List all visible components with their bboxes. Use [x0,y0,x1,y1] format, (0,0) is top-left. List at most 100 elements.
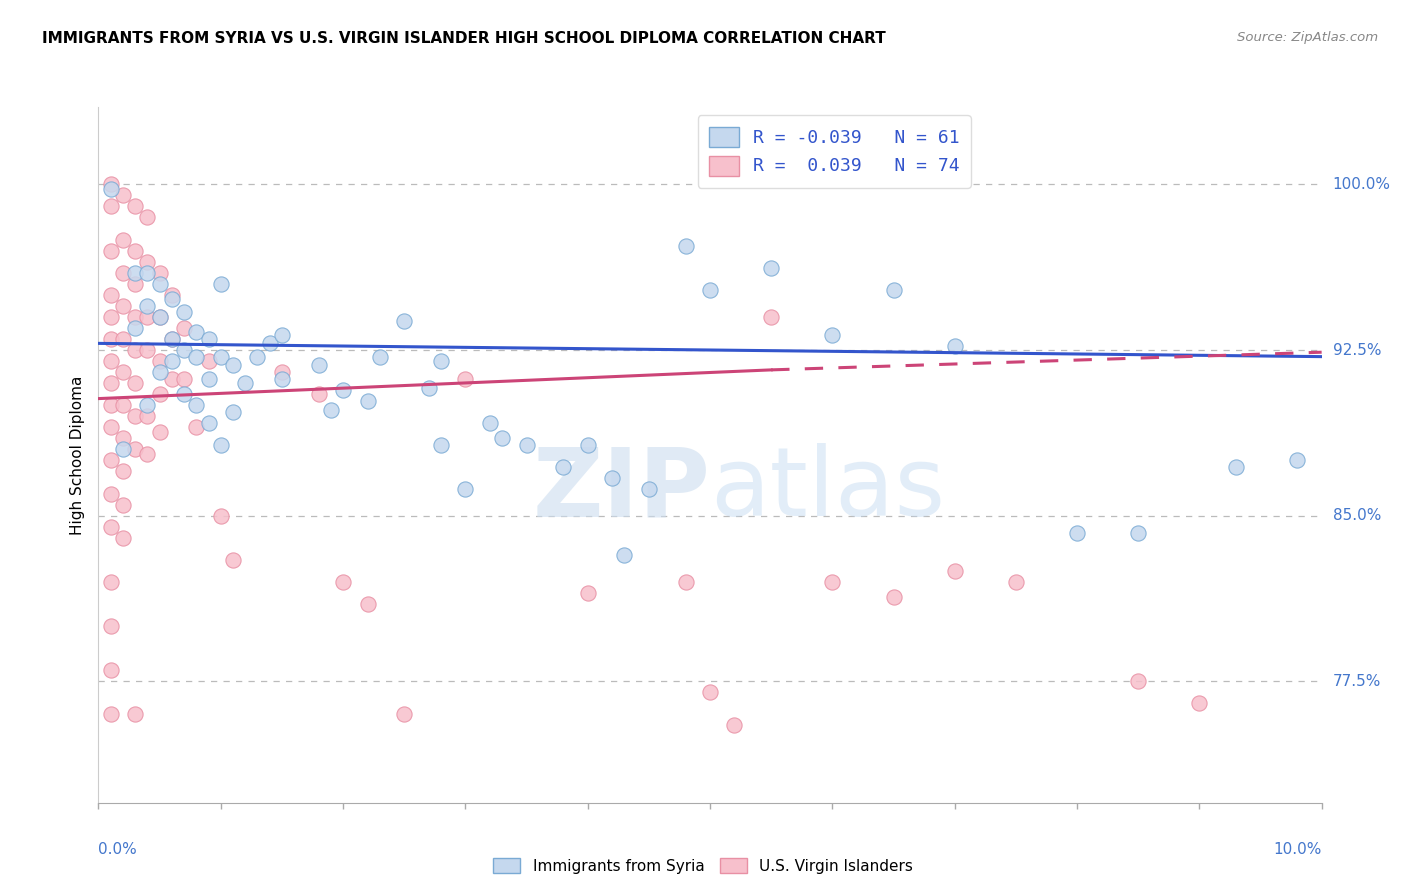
Point [124,376,146,391]
Point [430,438,453,452]
Point [100,310,122,324]
Point [100,287,122,301]
Point [270,372,292,386]
Point [319,402,342,417]
Point [699,685,721,699]
Point [222,553,245,567]
Point [100,663,122,677]
Point [100,199,122,213]
Point [160,292,183,306]
Point [136,299,159,313]
Point [136,310,159,324]
Text: IMMIGRANTS FROM SYRIA VS U.S. VIRGIN ISLANDER HIGH SCHOOL DIPLOMA CORRELATION CH: IMMIGRANTS FROM SYRIA VS U.S. VIRGIN ISL… [42,31,886,46]
Point [136,398,159,412]
Point [675,239,697,253]
Point [100,453,122,467]
Point [699,284,721,298]
Point [454,372,477,386]
Point [149,365,172,379]
Point [173,305,195,319]
Point [136,409,159,424]
Point [160,287,183,301]
Point [186,350,208,364]
Point [100,707,122,722]
Point [160,372,183,386]
Point [124,343,146,357]
Text: 0.0%: 0.0% [98,842,138,856]
Point [124,244,146,258]
Point [332,383,354,397]
Text: Source: ZipAtlas.com: Source: ZipAtlas.com [1237,31,1378,45]
Point [637,482,661,496]
Point [392,707,416,722]
Point [149,277,172,291]
Point [149,387,172,401]
Point [197,372,219,386]
Text: 10.0%: 10.0% [1274,842,1322,856]
Point [516,438,538,452]
Point [209,438,232,452]
Point [100,486,122,500]
Point [124,707,146,722]
Point [186,326,208,340]
Point [883,284,905,298]
Point [576,438,599,452]
Point [149,266,172,280]
Legend: Immigrants from Syria, U.S. Virgin Islanders: Immigrants from Syria, U.S. Virgin Islan… [486,852,920,880]
Point [124,409,146,424]
Text: 100.0%: 100.0% [1333,177,1391,192]
Point [173,321,195,335]
Point [160,332,183,346]
Text: 85.0%: 85.0% [1333,508,1381,524]
Point [124,442,146,457]
Point [100,619,122,633]
Point [100,178,122,192]
Point [197,332,219,346]
Point [100,354,122,368]
Point [124,266,146,280]
Point [356,393,378,408]
Text: 92.5%: 92.5% [1333,343,1381,358]
Point [478,416,501,430]
Y-axis label: High School Diploma: High School Diploma [70,376,86,534]
Point [149,354,172,368]
Point [136,447,159,461]
Point [111,465,134,479]
Point [100,398,122,412]
Point [943,338,966,352]
Point [723,718,745,732]
Legend: R = -0.039   N = 61, R =  0.039   N = 74: R = -0.039 N = 61, R = 0.039 N = 74 [697,115,970,187]
Point [173,343,195,357]
Point [430,354,453,368]
Point [136,211,159,225]
Point [222,359,245,373]
Point [222,405,245,419]
Point [100,244,122,258]
Point [675,574,697,589]
Text: 77.5%: 77.5% [1333,673,1381,689]
Point [553,460,575,475]
Point [197,416,219,430]
Point [270,327,292,342]
Point [111,365,134,379]
Point [600,471,623,485]
Point [883,591,905,605]
Point [111,233,134,247]
Point [209,508,232,523]
Point [1128,674,1150,689]
Point [100,519,122,533]
Point [173,387,195,401]
Point [454,482,477,496]
Point [1188,697,1211,711]
Point [197,354,219,368]
Point [392,314,416,328]
Point [246,350,269,364]
Text: ZIP: ZIP [531,443,710,536]
Point [759,261,782,276]
Point [821,327,844,342]
Point [1066,526,1088,541]
Point [100,420,122,434]
Point [111,266,134,280]
Point [160,354,183,368]
Point [111,442,134,457]
